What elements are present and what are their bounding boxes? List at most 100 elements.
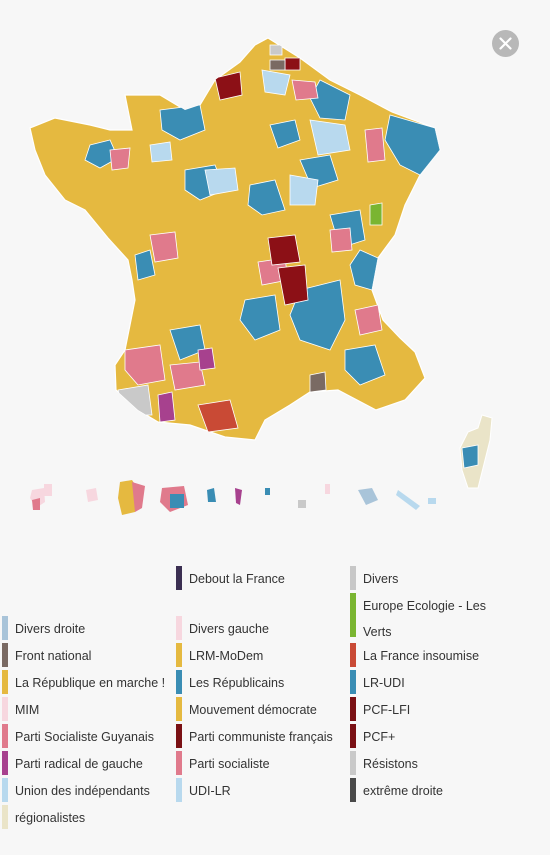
legend-item-union-des-independants[interactable]: Union des indépendants (2, 778, 150, 804)
legend-label: LRM-MoDem (189, 649, 264, 663)
legend-item-la-republique-en-marche[interactable]: La République en marche ! (2, 670, 167, 696)
region-fn-nord[interactable] (269, 59, 286, 71)
region-lr-centre2[interactable] (247, 179, 286, 216)
legend-item-parti-radical-de-gauche[interactable]: Parti radical de gauche (2, 751, 143, 777)
legend-item-europe-ecologie[interactable]: Europe Ecologie - Les Verts (350, 593, 503, 645)
overseas-2[interactable] (32, 498, 40, 510)
legend-label: Parti Socialiste Guyanais (15, 730, 154, 744)
legend-swatch (2, 778, 8, 802)
region-ps-midi[interactable] (169, 361, 206, 391)
region-lr-northwest[interactable] (84, 139, 119, 169)
region-fi-south[interactable] (197, 399, 239, 433)
region-ps-nord[interactable] (291, 79, 319, 101)
france-map[interactable] (0, 0, 550, 530)
legend-item-extreme-droite[interactable]: extrême droite (350, 778, 443, 804)
legend-item-mouvement-democrate[interactable]: Mouvement démocrate (176, 697, 317, 723)
legend-swatch (2, 724, 8, 748)
legend-swatch (2, 643, 8, 667)
corsica-lr[interactable] (461, 444, 479, 469)
legend-label: Europe Ecologie - Les Verts (363, 599, 486, 639)
region-divers-pyrenees[interactable] (117, 384, 153, 416)
legend-item-udi-lr[interactable]: UDI-LR (176, 778, 231, 804)
region-ps-sudouest[interactable] (124, 344, 166, 386)
legend-item-resistons[interactable]: Résistons (350, 751, 418, 777)
overseas-guyane-ps[interactable] (132, 482, 145, 512)
legend-item-regionalistes[interactable]: régionalistes (2, 805, 85, 831)
region-ps-alps[interactable] (354, 304, 383, 336)
legend-item-divers-droite[interactable]: Divers droite (2, 616, 85, 642)
legend-item-la-france-insoumise[interactable]: La France insoumise (350, 643, 479, 669)
region-lr-massif[interactable] (239, 294, 281, 341)
overseas-13[interactable] (428, 498, 436, 504)
region-udi-burgundy[interactable] (289, 174, 319, 206)
region-ps-bretagne[interactable] (109, 147, 131, 171)
region-lr-provence[interactable] (344, 344, 386, 386)
legend-swatch (176, 778, 182, 802)
region-pcf-north[interactable] (214, 71, 243, 101)
region-ps-centre[interactable] (149, 231, 179, 263)
overseas-8[interactable] (265, 488, 270, 495)
overseas-territories (30, 480, 436, 515)
region-pcf-nord2[interactable] (284, 57, 301, 71)
region-ps-est[interactable] (364, 127, 386, 163)
legend-swatch (350, 778, 356, 802)
overseas-4[interactable] (86, 488, 98, 502)
close-icon (499, 37, 512, 50)
region-lr-alps[interactable] (349, 249, 379, 291)
region-ps-cher[interactable] (329, 227, 353, 253)
legend-swatch (350, 724, 356, 748)
overseas-5b[interactable] (170, 494, 184, 508)
region-lr-vendee[interactable] (134, 249, 156, 281)
legend-item-les-republicains[interactable]: Les Républicains (176, 670, 284, 696)
region-lr-east[interactable] (384, 114, 440, 176)
overseas-11[interactable] (358, 488, 378, 505)
overseas-3[interactable] (44, 484, 52, 496)
legend-label: Divers gauche (189, 622, 269, 636)
legend-swatch (2, 697, 8, 721)
legend-label: La France insoumise (363, 649, 480, 663)
france-mainland (29, 37, 441, 441)
legend-label: Divers droite (15, 622, 86, 636)
legend-item-divers-gauche[interactable]: Divers gauche (176, 616, 269, 642)
legend-item-divers[interactable]: Divers (350, 566, 398, 592)
overseas-10[interactable] (325, 484, 330, 494)
region-prg-gers[interactable] (197, 347, 216, 371)
legend-swatch (176, 643, 182, 667)
legend-label: Résistons (363, 757, 418, 771)
legend-item-mim[interactable]: MIM (2, 697, 39, 723)
region-pcf-centre2[interactable] (277, 264, 309, 306)
region-pcf-centre1[interactable] (267, 234, 301, 266)
overseas-7[interactable] (235, 488, 242, 505)
legend-label: MIM (15, 703, 40, 717)
overseas-6[interactable] (207, 488, 216, 502)
legend-item-parti-socialiste-guyanais[interactable]: Parti Socialiste Guyanais (2, 724, 154, 750)
region-eelv-est[interactable] (369, 202, 383, 226)
region-udi-bretagne[interactable] (149, 141, 173, 163)
region-divers-nord[interactable] (269, 44, 283, 56)
legend-label: régionalistes (15, 811, 86, 825)
region-prg-southwest[interactable] (157, 391, 176, 423)
legend-item-lrm-modem[interactable]: LRM-MoDem (176, 643, 263, 669)
legend-swatch (350, 751, 356, 775)
legend-item-pcf-plus[interactable]: PCF+ (350, 724, 395, 750)
region-udi-north[interactable] (261, 69, 291, 96)
overseas-12[interactable] (396, 490, 420, 510)
legend-label: Parti socialiste (189, 757, 270, 771)
legend-label: extrême droite (363, 784, 443, 798)
legend-item-parti-socialiste[interactable]: Parti socialiste (176, 751, 270, 777)
legend-item-pcf-lfi[interactable]: PCF-LFI (350, 697, 410, 723)
legend-label: Union des indépendants (15, 784, 150, 798)
region-udi-champagne[interactable] (309, 119, 351, 156)
legend-swatch (176, 670, 182, 694)
overseas-9[interactable] (298, 500, 306, 508)
legend-item-lr-udi[interactable]: LR-UDI (350, 670, 405, 696)
legend-item-debout-la-france[interactable]: Debout la France (176, 566, 285, 592)
legend-swatch (350, 697, 356, 721)
region-fn-provence[interactable] (309, 371, 327, 393)
legend-label: UDI-LR (189, 784, 231, 798)
region-lr-paris-east[interactable] (269, 119, 301, 149)
legend-item-parti-communiste-francais[interactable]: Parti communiste français (176, 724, 333, 750)
legend-item-front-national[interactable]: Front national (2, 643, 91, 669)
close-button[interactable] (492, 30, 519, 57)
region-udi-centre[interactable] (204, 167, 239, 196)
